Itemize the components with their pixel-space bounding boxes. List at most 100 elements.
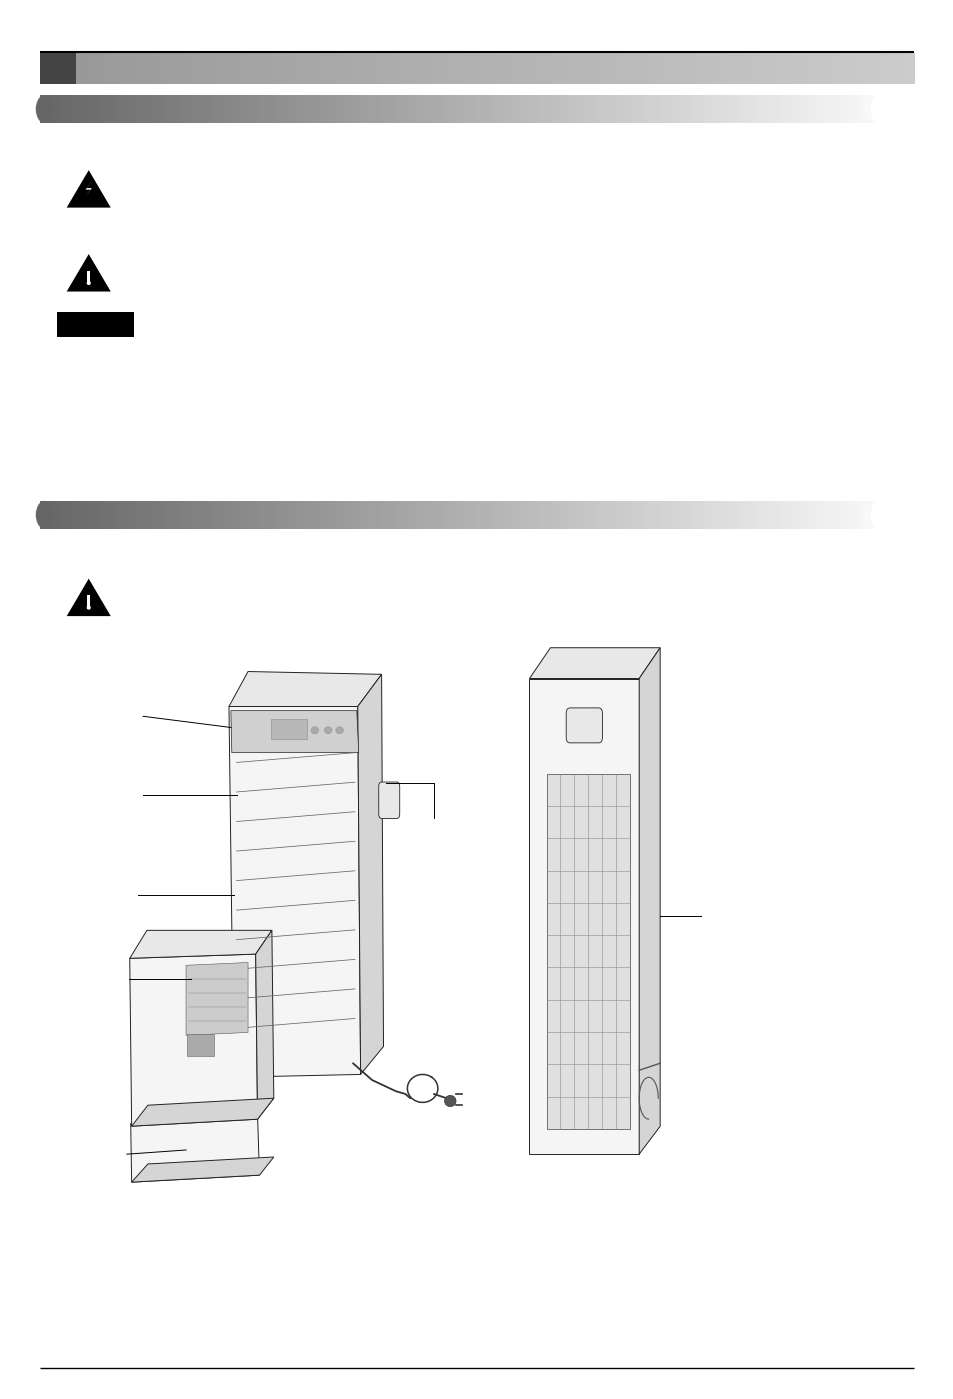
Bar: [799, 95, 803, 123]
Bar: [365, 95, 370, 123]
Bar: [341, 53, 349, 84]
Bar: [807, 501, 812, 529]
Bar: [549, 95, 554, 123]
Bar: [632, 501, 637, 529]
Bar: [628, 95, 633, 123]
Bar: [240, 95, 245, 123]
Bar: [749, 95, 754, 123]
Bar: [474, 501, 478, 529]
Bar: [498, 95, 503, 123]
Bar: [841, 501, 845, 529]
Bar: [862, 501, 866, 529]
Bar: [720, 501, 724, 529]
Bar: [811, 501, 816, 529]
Bar: [816, 95, 821, 123]
Bar: [885, 53, 893, 84]
Bar: [377, 501, 382, 529]
Bar: [94, 501, 99, 529]
Bar: [740, 95, 745, 123]
Bar: [40, 95, 45, 123]
Bar: [849, 501, 854, 529]
Bar: [744, 95, 749, 123]
Bar: [286, 501, 291, 529]
Bar: [440, 501, 445, 529]
Bar: [170, 95, 173, 123]
Bar: [194, 501, 199, 529]
Bar: [395, 95, 399, 123]
Bar: [425, 53, 433, 84]
Bar: [146, 53, 153, 84]
Bar: [453, 53, 460, 84]
Bar: [870, 501, 875, 529]
Bar: [353, 501, 357, 529]
Bar: [619, 95, 624, 123]
Bar: [124, 501, 128, 529]
Bar: [857, 53, 865, 84]
Polygon shape: [231, 711, 358, 753]
Bar: [461, 501, 466, 529]
Ellipse shape: [869, 95, 887, 123]
Polygon shape: [529, 648, 659, 679]
Bar: [253, 95, 257, 123]
Bar: [70, 501, 74, 529]
Bar: [139, 53, 147, 84]
Bar: [765, 501, 770, 529]
Bar: [829, 53, 838, 84]
Bar: [52, 501, 57, 529]
Bar: [187, 1034, 213, 1056]
Bar: [465, 95, 470, 123]
Bar: [488, 53, 496, 84]
Bar: [257, 501, 261, 529]
Bar: [315, 501, 320, 529]
Bar: [782, 501, 787, 529]
Bar: [44, 95, 49, 123]
Bar: [115, 501, 120, 529]
Bar: [244, 95, 249, 123]
Bar: [340, 95, 345, 123]
Bar: [160, 53, 168, 84]
Bar: [662, 53, 670, 84]
Bar: [807, 95, 812, 123]
Bar: [411, 95, 416, 123]
Bar: [578, 501, 582, 529]
Bar: [841, 95, 845, 123]
Polygon shape: [67, 579, 111, 616]
Bar: [202, 53, 210, 84]
Bar: [676, 53, 684, 84]
Bar: [98, 95, 103, 123]
Bar: [616, 95, 620, 123]
Bar: [328, 501, 333, 529]
Bar: [436, 501, 440, 529]
Bar: [540, 95, 545, 123]
Bar: [265, 53, 273, 84]
Bar: [419, 501, 424, 529]
Bar: [265, 501, 270, 529]
Bar: [828, 501, 833, 529]
Bar: [745, 53, 754, 84]
Bar: [104, 53, 112, 84]
Bar: [432, 53, 439, 84]
Bar: [453, 501, 457, 529]
Bar: [607, 501, 612, 529]
Bar: [398, 501, 403, 529]
Bar: [674, 501, 679, 529]
Bar: [592, 53, 600, 84]
Bar: [474, 53, 481, 84]
Bar: [228, 95, 233, 123]
Bar: [649, 95, 654, 123]
Bar: [811, 95, 816, 123]
Bar: [703, 95, 707, 123]
Bar: [707, 95, 712, 123]
Bar: [753, 53, 760, 84]
Bar: [858, 95, 862, 123]
Bar: [590, 501, 595, 529]
Bar: [419, 95, 424, 123]
Bar: [423, 95, 428, 123]
Bar: [391, 501, 395, 529]
Bar: [865, 501, 870, 529]
Bar: [781, 53, 788, 84]
Bar: [637, 501, 640, 529]
Bar: [349, 95, 354, 123]
Bar: [853, 501, 858, 529]
Bar: [236, 95, 240, 123]
